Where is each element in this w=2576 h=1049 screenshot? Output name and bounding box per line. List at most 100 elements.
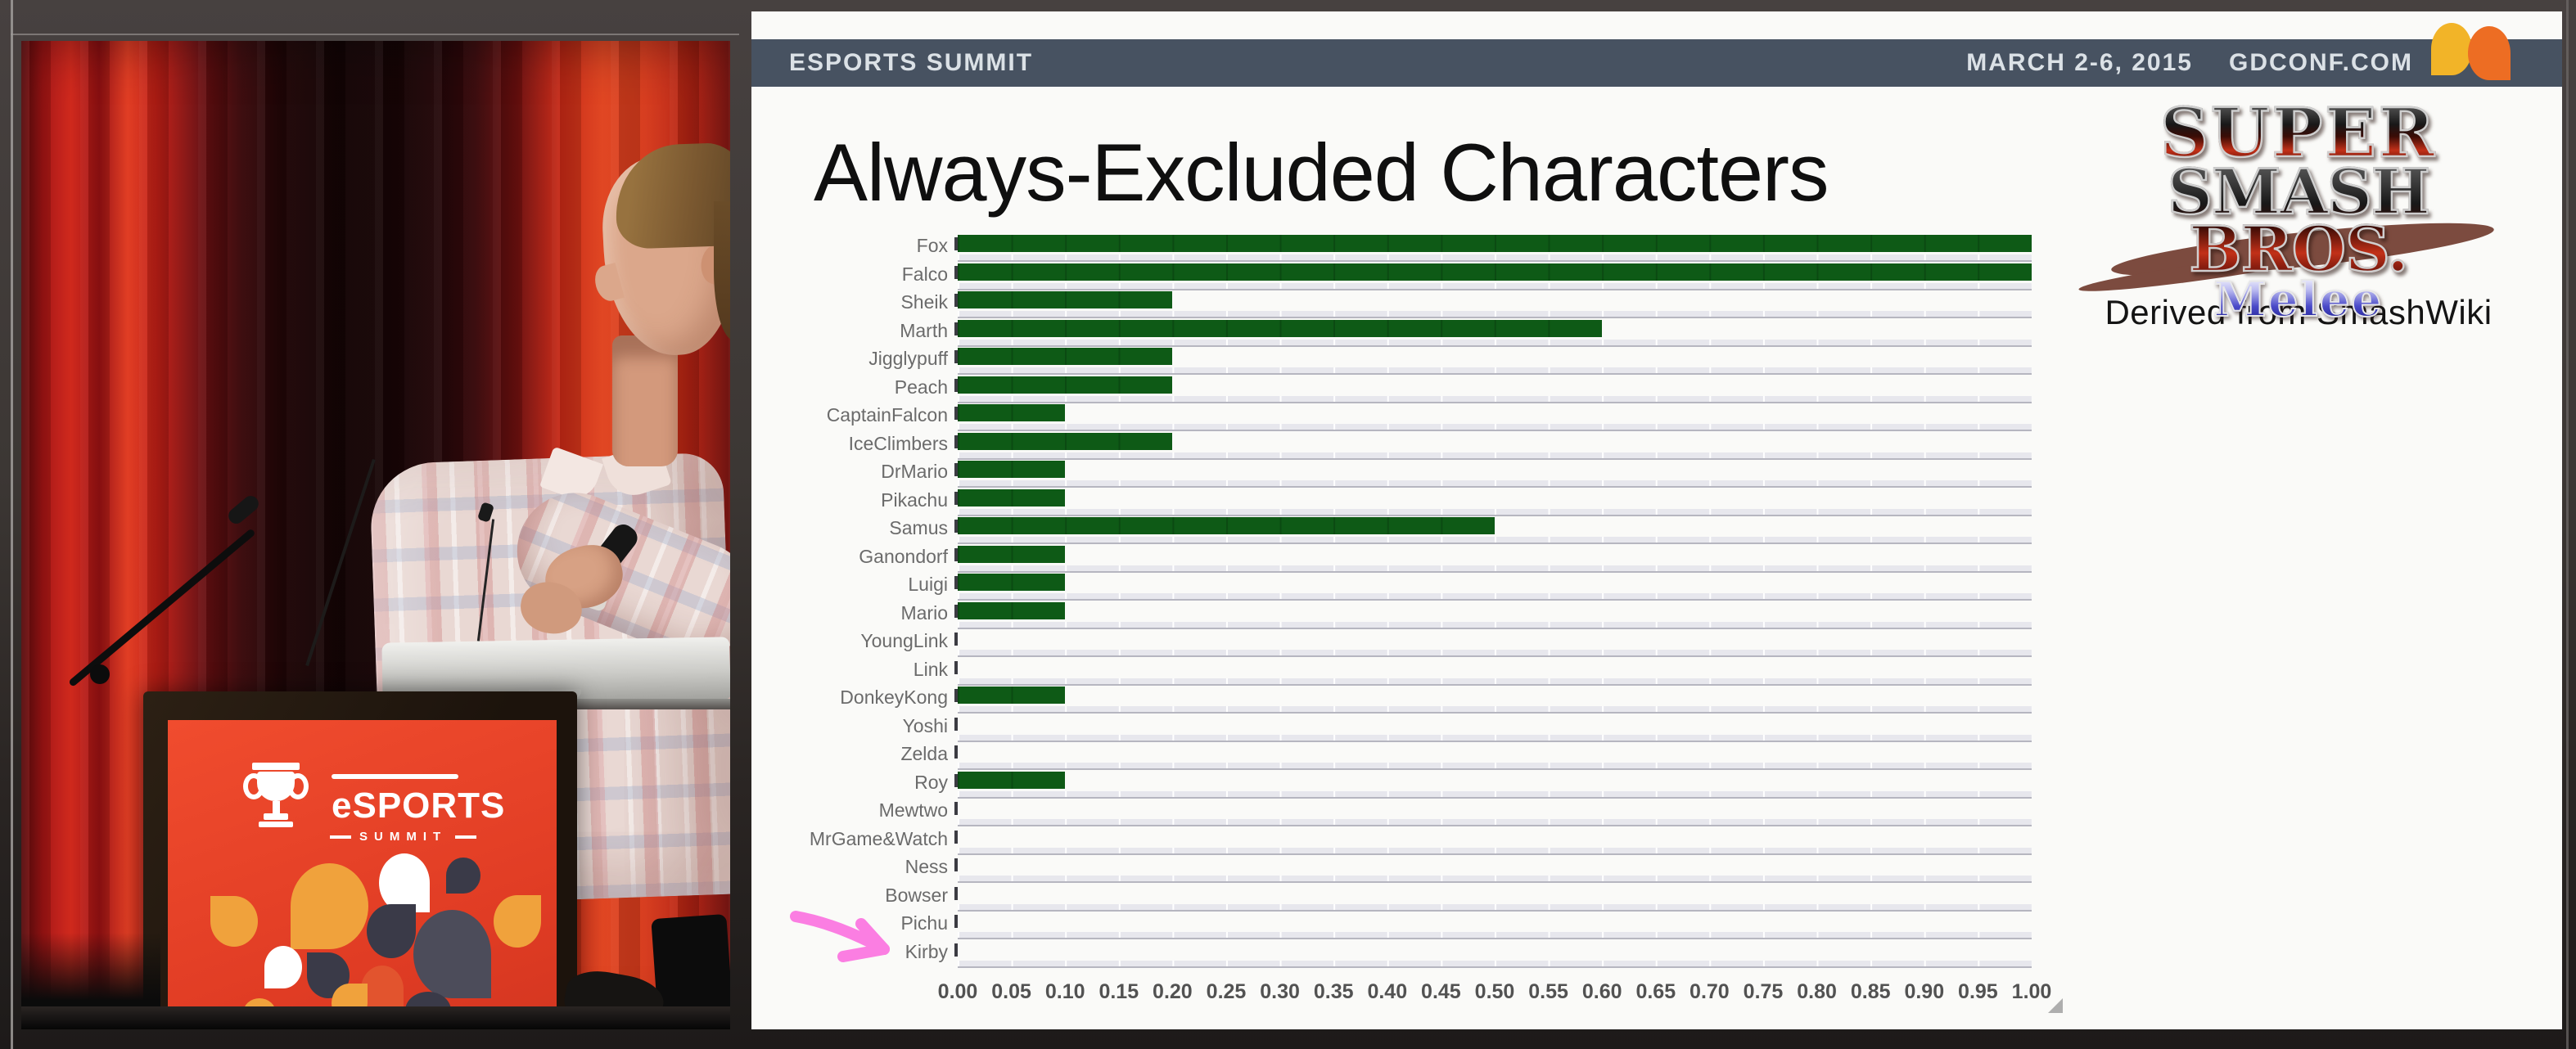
category-label: Luigi (908, 574, 948, 595)
chart-row: CaptainFalcon (758, 404, 2032, 433)
x-tick-label: 0.50 (1474, 980, 1515, 1003)
chart-row: Luigi (758, 574, 2032, 602)
divider (332, 774, 458, 779)
podium-brand: eSPORTS (332, 786, 506, 826)
bar-track (954, 799, 2032, 828)
bar-track (954, 743, 2032, 772)
chart-row: DonkeyKong (758, 687, 2032, 715)
x-tick-label: 0.00 (937, 980, 978, 1003)
x-tick-label: 1.00 (2011, 980, 2052, 1003)
presenter-photo: eSPORTS SUMMIT (21, 41, 730, 1029)
bar (958, 376, 1173, 394)
page-title: Always-Excluded Characters (814, 127, 1829, 218)
petal-shape (446, 858, 480, 894)
category-label: DrMario (881, 461, 948, 482)
bar (958, 461, 1066, 478)
stage-floor (21, 1006, 730, 1029)
bar-track (954, 574, 2032, 602)
bar (958, 545, 1066, 563)
microphone-mount (90, 664, 110, 684)
header-website: GDCONF.COM (2229, 49, 2413, 76)
row-stripe (958, 339, 2032, 347)
bar (958, 601, 1066, 619)
y-axis-tick (954, 830, 958, 844)
y-axis-tick (954, 463, 958, 476)
bar-track (954, 319, 2032, 349)
row-stripe (958, 367, 2032, 375)
bar (958, 574, 1066, 591)
category-label: IceClimbers (848, 432, 948, 454)
y-axis-tick (954, 689, 958, 702)
x-tick-label: 0.15 (1099, 980, 1139, 1003)
bar (958, 404, 1066, 421)
y-axis-tick (954, 434, 958, 448)
category-label: Jigglypuff (868, 348, 948, 369)
category-label: Zelda (900, 743, 948, 764)
x-tick-label: 0.70 (1690, 980, 1730, 1003)
bar-track (954, 715, 2032, 744)
trophy-icon (243, 763, 309, 848)
frame-edge-left (11, 0, 13, 1049)
chart-row: Fox (758, 235, 2032, 263)
row-stripe (958, 537, 2032, 544)
row-stripe (958, 621, 2032, 629)
row-stripe (958, 790, 2032, 799)
bar (958, 517, 1495, 534)
slide: ESPORTS SUMMIT MARCH 2-6, 2015 GDCONF.CO… (751, 11, 2562, 1029)
x-tick-label: 0.75 (1743, 980, 1784, 1003)
bar (958, 263, 2032, 281)
bar-track (954, 912, 2032, 941)
bar (958, 235, 2032, 252)
category-label: Ness (905, 856, 948, 877)
x-tick-label: 0.60 (1581, 980, 1622, 1003)
row-stripe (958, 480, 2032, 488)
smash-bros-melee-logo: SUPER SMASH BROS. Melee (2077, 99, 2503, 324)
petal-shape (210, 896, 258, 947)
chart-row: Marth (758, 319, 2032, 349)
category-label: Bowser (885, 884, 948, 906)
category-label: Samus (889, 517, 948, 538)
bar (958, 291, 1173, 308)
logo-line-melee: Melee (2094, 275, 2503, 324)
bar-track (954, 545, 2032, 574)
x-tick-label: 0.35 (1313, 980, 1354, 1003)
y-axis-tick (954, 604, 958, 618)
bar (958, 319, 1603, 337)
chart-row: YoungLink (758, 630, 2032, 659)
category-label: Peach (894, 376, 948, 398)
bar-track (954, 941, 2032, 970)
petal-shape (361, 966, 404, 1013)
x-tick-label: 0.80 (1797, 980, 1837, 1003)
y-axis-tick (954, 802, 958, 815)
chart-row: Peach (758, 376, 2032, 405)
bar (958, 348, 1173, 365)
frame-edge-top (11, 34, 739, 35)
chart-row: IceClimbers (758, 432, 2032, 461)
bar-track (954, 856, 2032, 885)
chart-row: Ness (758, 856, 2032, 885)
category-label: Pikachu (881, 488, 948, 511)
x-tick-label: 0.85 (1850, 980, 1891, 1003)
bar (958, 687, 1066, 704)
category-label: Kirby (905, 940, 948, 962)
bar-track (954, 828, 2032, 857)
x-tick-label: 0.20 (1153, 980, 1193, 1003)
bar-track (954, 630, 2032, 659)
logo-line-smash-bros: SMASH BROS. (2094, 160, 2503, 281)
header-event-title: ESPORTS SUMMIT (789, 49, 1034, 76)
row-stripe (958, 282, 2032, 290)
category-label: MrGame&Watch (809, 827, 948, 849)
category-label: Falco (901, 263, 948, 285)
chart-row: Pichu (758, 912, 2032, 941)
bar-track (954, 517, 2032, 546)
y-axis-tick (954, 915, 958, 928)
y-axis-tick (954, 886, 958, 900)
row-stripe (958, 565, 2032, 573)
y-axis-tick (954, 407, 958, 420)
y-axis-tick (954, 237, 958, 250)
bar-track (954, 291, 2032, 320)
y-axis-tick (954, 943, 958, 957)
chart-row: Pikachu (758, 488, 2032, 518)
y-axis-tick (954, 491, 958, 505)
petal-shape (264, 946, 302, 988)
